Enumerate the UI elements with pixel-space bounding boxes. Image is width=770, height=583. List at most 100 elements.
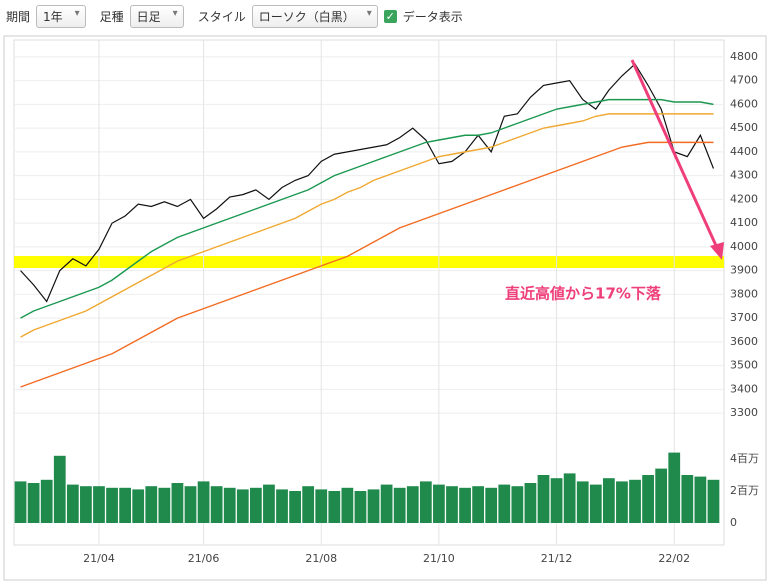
highlight-band xyxy=(14,256,724,268)
volume-bar xyxy=(681,475,694,523)
x-tick-label: 22/02 xyxy=(658,552,690,565)
y-tick-label: 4600 xyxy=(730,97,758,110)
arrow xyxy=(630,59,720,251)
volume-bar xyxy=(446,486,458,523)
volume-bar xyxy=(367,489,380,523)
volume-bar xyxy=(354,491,367,523)
volume-bar xyxy=(668,452,681,523)
y2-tick-label: 4百万 xyxy=(730,452,759,465)
volume-bar xyxy=(249,487,262,523)
x-tick-label: 21/06 xyxy=(188,552,220,565)
volume-bar xyxy=(707,479,720,523)
volume-bar xyxy=(14,481,27,523)
y-tick-label: 3300 xyxy=(730,406,758,419)
y-tick-label: 3900 xyxy=(730,264,758,277)
y2-tick-label: 0 xyxy=(730,516,737,529)
volume-bar xyxy=(263,484,275,523)
annotation: 直近高値から17%下落 xyxy=(505,285,662,303)
volume-bar xyxy=(328,491,341,523)
line xyxy=(20,141,714,388)
volume-bar xyxy=(459,487,471,523)
volume-bar xyxy=(511,486,524,523)
y-tick-label: 3700 xyxy=(730,311,758,324)
y2-tick-label: 2百万 xyxy=(730,484,759,497)
y-tick-label: 4800 xyxy=(730,50,758,63)
y-tick-label: 3400 xyxy=(730,382,758,395)
volume-bar xyxy=(66,484,79,523)
volume-bar xyxy=(210,486,223,523)
volume-bar xyxy=(27,483,40,523)
volume-bar xyxy=(550,478,563,523)
volume-bar xyxy=(498,484,511,523)
label: スタイル xyxy=(197,9,246,24)
dropdown[interactable]: 日足 xyxy=(129,4,184,28)
volume-bar xyxy=(315,489,328,523)
volume-bar xyxy=(119,487,132,523)
line xyxy=(20,63,715,303)
y-tick-label: 4000 xyxy=(730,240,758,253)
volume-bar xyxy=(616,481,628,523)
y-tick-label: 3800 xyxy=(730,287,758,300)
x-tick-label: 21/12 xyxy=(541,552,573,565)
volume-bar xyxy=(419,481,432,523)
y-tick-label: 4200 xyxy=(730,192,758,205)
arrow-head xyxy=(710,242,724,260)
volume-bar xyxy=(106,487,118,523)
volume-bar xyxy=(223,487,236,523)
volume-bar xyxy=(393,487,406,523)
volume-bar xyxy=(40,479,53,523)
line xyxy=(20,98,714,319)
y-tick-label: 4300 xyxy=(730,169,758,182)
volume-bar xyxy=(171,483,184,523)
x-tick-label: 21/04 xyxy=(83,552,115,565)
dropdown[interactable]: 1年 xyxy=(36,4,86,28)
checkbox[interactable]: ✓ xyxy=(383,9,397,23)
line xyxy=(20,113,714,338)
x-tick-label: 21/10 xyxy=(423,552,455,565)
volume-bar xyxy=(563,473,576,523)
volume-bar xyxy=(236,489,249,523)
volume-bar xyxy=(524,483,537,523)
plot-area xyxy=(13,39,725,546)
volume-bar xyxy=(145,486,158,523)
volume-bar xyxy=(184,486,197,523)
volume-bar xyxy=(341,487,354,523)
checkbox-label: データ表示 xyxy=(402,9,463,24)
volume-bar xyxy=(132,489,145,523)
volume-bar xyxy=(629,479,641,523)
volume-bar xyxy=(80,486,92,523)
y-tick-label: 3500 xyxy=(730,359,758,372)
volume-bar xyxy=(289,491,301,523)
volume-bar xyxy=(53,455,66,523)
volume-bar xyxy=(655,468,668,523)
volume-bar xyxy=(485,487,498,523)
y-tick-label: 4700 xyxy=(730,74,758,87)
frame xyxy=(3,35,767,581)
volume-bar xyxy=(197,481,210,523)
y-tick-label: 4400 xyxy=(730,145,758,158)
volume-bar xyxy=(380,484,393,523)
volume-bar xyxy=(93,486,105,523)
x-tick-label: 21/08 xyxy=(305,552,337,565)
volume-bar xyxy=(576,481,589,523)
y-tick-label: 4500 xyxy=(730,121,758,134)
volume-bar xyxy=(302,486,315,523)
label: 期間 xyxy=(6,9,31,24)
toolbar: 期間 1年 足種 日足 スタイル ローソク（白黒） ✓ データ表示 xyxy=(0,0,770,32)
volume-bar xyxy=(158,487,171,523)
volume-bar xyxy=(406,486,419,523)
label: 足種 xyxy=(99,9,124,24)
volume-bar xyxy=(589,484,602,523)
y-tick-label: 4100 xyxy=(730,216,758,229)
y-tick-label: 3600 xyxy=(730,335,758,348)
volume-bar xyxy=(472,486,485,523)
volume-bar xyxy=(602,478,615,523)
dropdown[interactable]: ローソク（白黒） xyxy=(251,4,378,28)
volume-bar xyxy=(433,484,445,523)
volume-bar xyxy=(642,475,654,523)
volume-bar xyxy=(276,489,288,523)
volume-bar xyxy=(694,476,707,523)
volume-bar xyxy=(537,475,550,523)
